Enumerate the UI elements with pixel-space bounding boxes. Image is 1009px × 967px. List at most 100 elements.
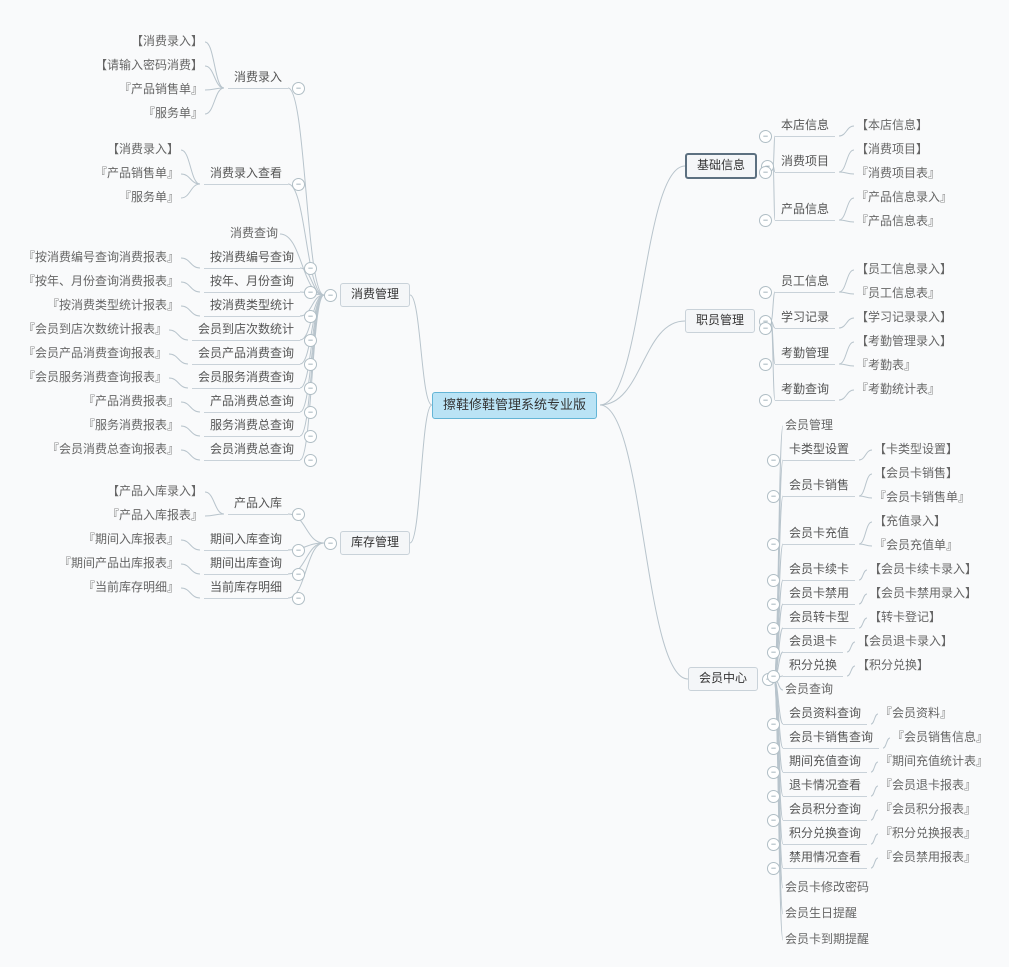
item-node[interactable]: 会员退卡: [783, 633, 843, 653]
stock-node[interactable]: 库存管理: [340, 531, 410, 555]
item-node[interactable]: 退卡情况查看: [783, 777, 867, 797]
item-node[interactable]: 会员到店次数统计: [192, 321, 300, 341]
root-node[interactable]: 擦鞋修鞋管理系统专业版: [432, 392, 597, 419]
item-node[interactable]: 会员卡续卡: [783, 561, 855, 581]
item-node[interactable]: 期间出库查询: [204, 555, 288, 575]
item-node[interactable]: 会员卡禁用: [783, 585, 855, 605]
stock-collapse-icon[interactable]: [324, 537, 337, 550]
emp-collapse-icon[interactable]: [759, 286, 772, 299]
item-collapse-icon[interactable]: [304, 454, 317, 467]
item-collapse-icon[interactable]: [304, 262, 317, 275]
item-node[interactable]: 当前库存明细: [204, 579, 288, 599]
study-collapse-icon[interactable]: [759, 322, 772, 335]
item-node[interactable]: 消费项目: [775, 153, 835, 173]
cons-in-collapse-icon[interactable]: [292, 82, 305, 95]
item-node[interactable]: 按消费类型统计: [204, 297, 300, 317]
leaf-node: 『会员禁用报表』: [878, 849, 978, 867]
item-collapse-icon[interactable]: [767, 454, 780, 467]
item-node[interactable]: 按年、月份查询: [204, 273, 300, 293]
item-collapse-icon[interactable]: [767, 598, 780, 611]
item-node[interactable]: 会员卡修改密码: [783, 879, 871, 897]
item-node[interactable]: 会员生日提醒: [783, 905, 859, 923]
leaf-node: 『消费项目表』: [854, 165, 942, 183]
leaf-node: 【本店信息】: [854, 117, 930, 135]
item-collapse-icon[interactable]: [767, 574, 780, 587]
item-collapse-icon[interactable]: [767, 790, 780, 803]
item-collapse-icon[interactable]: [292, 508, 305, 521]
prod-node[interactable]: 产品信息: [775, 201, 835, 221]
cons-view-node[interactable]: 消费录入查看: [204, 165, 288, 185]
item-node[interactable]: 会员服务消费查询: [192, 369, 300, 389]
item-collapse-icon[interactable]: [767, 490, 780, 503]
item-collapse-icon[interactable]: [759, 166, 772, 179]
item-collapse-icon[interactable]: [767, 622, 780, 635]
item-node[interactable]: 会员消费总查询: [204, 441, 300, 461]
leaf-node: 『产品销售单』: [117, 81, 205, 99]
staff-node[interactable]: 职员管理: [685, 309, 755, 333]
item-node[interactable]: 会员产品消费查询: [192, 345, 300, 365]
attq-collapse-icon[interactable]: [759, 394, 772, 407]
prod-collapse-icon[interactable]: [759, 214, 772, 227]
item-collapse-icon[interactable]: [767, 838, 780, 851]
item-node[interactable]: 会员管理: [783, 417, 835, 435]
item-node[interactable]: 禁用情况查看: [783, 849, 867, 869]
item-collapse-icon[interactable]: [304, 430, 317, 443]
cons-view-collapse-icon[interactable]: [292, 178, 305, 191]
att-node[interactable]: 考勤管理: [775, 345, 835, 365]
item-node[interactable]: 消费查询: [228, 225, 280, 243]
item-collapse-icon[interactable]: [292, 568, 305, 581]
item-collapse-icon[interactable]: [304, 286, 317, 299]
item-node[interactable]: 产品消费总查询: [204, 393, 300, 413]
cons-collapse-icon[interactable]: [324, 289, 337, 302]
item-node[interactable]: 积分兑换: [783, 657, 843, 677]
study-node[interactable]: 学习记录: [775, 309, 835, 329]
item-collapse-icon[interactable]: [767, 718, 780, 731]
item-node[interactable]: 会员资料查询: [783, 705, 867, 725]
item-node[interactable]: 积分兑换查询: [783, 825, 867, 845]
item-node[interactable]: 会员卡到期提醒: [783, 931, 871, 949]
item-collapse-icon[interactable]: [304, 310, 317, 323]
item-node[interactable]: 期间入库查询: [204, 531, 288, 551]
leaf-node: 『产品信息表』: [854, 213, 942, 231]
leaf-node: 『考勤表』: [854, 357, 918, 375]
cons-node[interactable]: 消费管理: [340, 283, 410, 307]
item-collapse-icon[interactable]: [304, 406, 317, 419]
emp-node[interactable]: 员工信息: [775, 273, 835, 293]
item-collapse-icon[interactable]: [292, 592, 305, 605]
attq-node[interactable]: 考勤查询: [775, 381, 835, 401]
leaf-node: 『会员销售信息』: [890, 729, 990, 747]
item-collapse-icon[interactable]: [767, 742, 780, 755]
item-node[interactable]: 期间充值查询: [783, 753, 867, 773]
base-node[interactable]: 基础信息: [685, 153, 757, 179]
item-node[interactable]: 按消费编号查询: [204, 249, 300, 269]
item-node[interactable]: 会员卡销售: [783, 477, 855, 497]
att-collapse-icon[interactable]: [759, 358, 772, 371]
item-node[interactable]: 会员卡销售查询: [783, 729, 879, 749]
item-node[interactable]: 会员积分查询: [783, 801, 867, 821]
leaf-node: 【消费项目】: [854, 141, 930, 159]
leaf-node: 『服务单』: [117, 189, 181, 207]
item-node[interactable]: 服务消费总查询: [204, 417, 300, 437]
item-node[interactable]: 卡类型设置: [783, 441, 855, 461]
item-collapse-icon[interactable]: [767, 766, 780, 779]
item-collapse-icon[interactable]: [304, 334, 317, 347]
item-node[interactable]: 会员查询: [783, 681, 835, 699]
item-node[interactable]: 产品入库: [228, 495, 288, 515]
item-collapse-icon[interactable]: [304, 382, 317, 395]
item-collapse-icon[interactable]: [292, 544, 305, 557]
leaf-node: 『会员积分报表』: [878, 801, 978, 819]
item-node[interactable]: 会员卡充值: [783, 525, 855, 545]
item-collapse-icon[interactable]: [304, 358, 317, 371]
store-collapse-icon[interactable]: [759, 130, 772, 143]
cons-in-node[interactable]: 消费录入: [228, 69, 288, 89]
item-collapse-icon[interactable]: [767, 538, 780, 551]
item-collapse-icon[interactable]: [767, 670, 780, 683]
item-node[interactable]: 会员转卡型: [783, 609, 855, 629]
member-node[interactable]: 会员中心: [688, 667, 758, 691]
store-node[interactable]: 本店信息: [775, 117, 835, 137]
item-collapse-icon[interactable]: [767, 814, 780, 827]
leaf-node: 【请输入密码消费】: [93, 57, 205, 75]
item-collapse-icon[interactable]: [767, 862, 780, 875]
leaf-node: 【会员退卡录入】: [855, 633, 955, 651]
item-collapse-icon[interactable]: [767, 646, 780, 659]
